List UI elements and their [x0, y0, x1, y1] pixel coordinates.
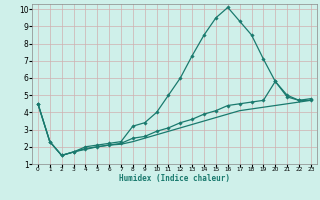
- X-axis label: Humidex (Indice chaleur): Humidex (Indice chaleur): [119, 174, 230, 183]
